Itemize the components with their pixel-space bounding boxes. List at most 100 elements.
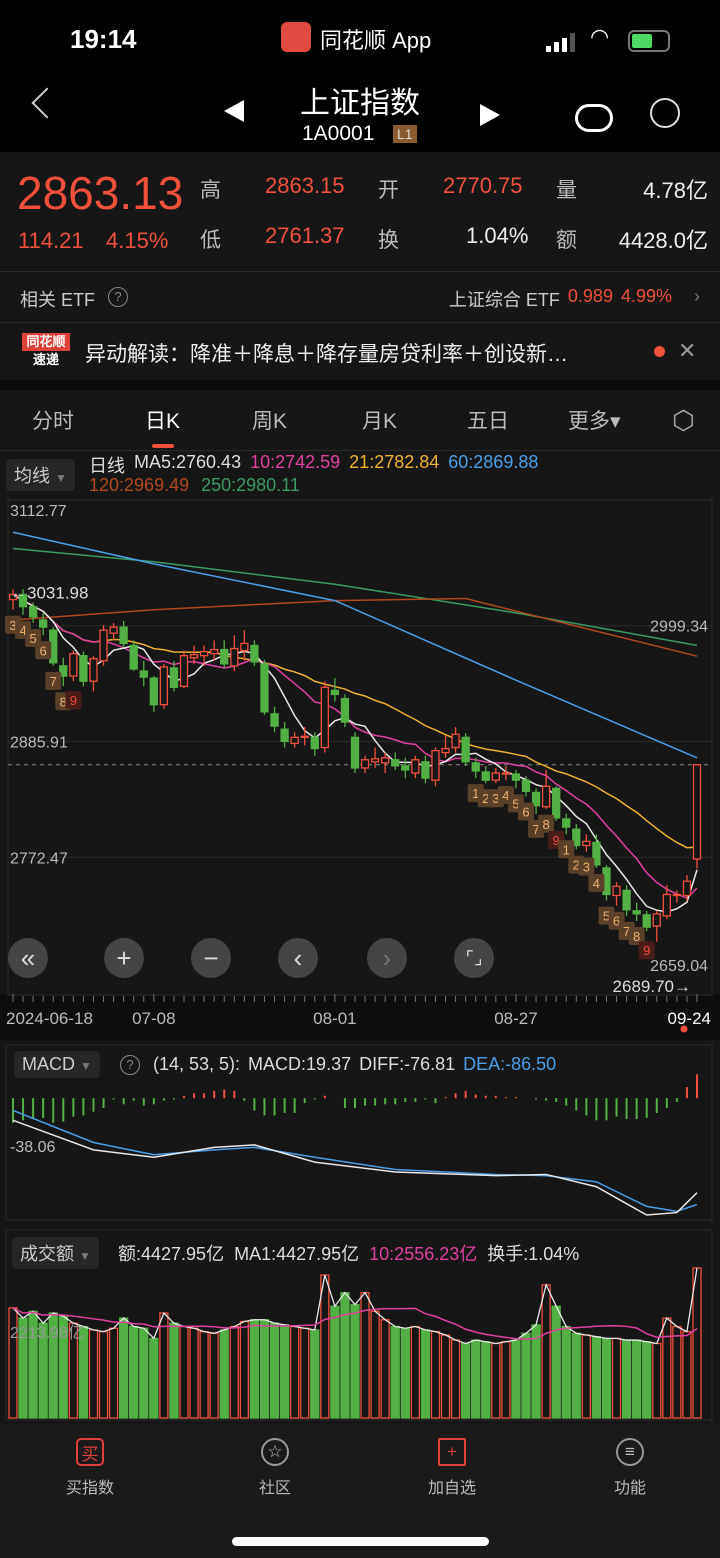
candle-up — [300, 735, 309, 738]
y-tick-label: 2772.47 — [10, 850, 68, 867]
robot-assistant-icon[interactable] — [575, 104, 613, 132]
y-tick-label: 2885.91 — [10, 734, 68, 751]
td-mark-number: 9 — [70, 693, 77, 708]
nav-label: 买指数 — [65, 1480, 114, 1497]
tab-five-day[interactable]: 五日 — [467, 410, 509, 433]
app-logo-icon — [281, 22, 311, 52]
y-tick-label: 2999.34 — [650, 619, 708, 636]
candle-up — [99, 629, 108, 662]
open-value: 2770.75 — [443, 173, 523, 198]
macd-dropdown-label: MACD — [22, 1054, 75, 1074]
macd-dropdown[interactable]: MACD ▼ — [14, 1051, 100, 1078]
nav-buy-index[interactable]: 买买指数 — [30, 1438, 150, 1498]
volume-bar-down — [310, 1329, 320, 1419]
nav-community[interactable]: ☆ 社区 — [215, 1438, 335, 1498]
volume-bar-down — [571, 1332, 581, 1419]
help-icon[interactable]: ? — [108, 287, 128, 307]
candle-up — [491, 772, 500, 781]
tab-weekly-k[interactable]: 周K — [252, 410, 288, 433]
candle-down — [139, 670, 148, 678]
candle-up — [69, 652, 78, 677]
macd-frame — [5, 1044, 713, 1221]
scroll-left-button[interactable]: ‹ — [278, 938, 318, 978]
volume-bar-down — [149, 1337, 159, 1419]
home-indicator — [232, 1537, 489, 1546]
td-mark-number: 3 — [492, 791, 499, 806]
settings-hex-icon[interactable]: ⬡ — [672, 405, 695, 435]
ma-dropdown-label: 均线 — [14, 466, 50, 486]
volume-bar-down — [169, 1322, 179, 1419]
volume-bar-down — [219, 1329, 229, 1419]
etf-row[interactable]: 上证综合 ETF 0.989 4.99% › — [449, 286, 700, 312]
date-label: 07-08 — [132, 1009, 175, 1028]
zoom-in-button[interactable]: + — [104, 938, 144, 978]
candle-down — [471, 762, 480, 772]
volume-bar-down — [460, 1342, 471, 1419]
scroll-right-button[interactable]: › — [367, 938, 407, 978]
date-label: 08-27 — [494, 1009, 537, 1028]
prev-stock-button[interactable] — [224, 100, 244, 122]
next-stock-button[interactable] — [480, 104, 500, 126]
etf-name: 上证综合 ETF — [448, 290, 560, 310]
candle-down — [521, 779, 531, 793]
news-headline[interactable]: 异动解读：降准＋降息＋降存量房贷利率＋创设新… — [85, 343, 568, 366]
nav-add-watchlist[interactable]: + 加自选 — [392, 1438, 512, 1498]
td-mark-box — [558, 840, 575, 859]
volume-bar-up — [581, 1334, 592, 1419]
high-value: 2863.15 — [265, 173, 345, 198]
y-tick-label: 3112.77 — [10, 503, 67, 520]
candle-up — [662, 893, 671, 917]
candle-down — [220, 648, 229, 665]
td-mark-number: 8 — [60, 694, 67, 709]
min-price-label: 2689.70→ — [613, 977, 691, 996]
unread-dot — [654, 346, 665, 357]
volume-bar-up — [370, 1310, 380, 1419]
fullscreen-button[interactable]: ⌜⌟ — [454, 938, 494, 978]
today-marker — [680, 1025, 688, 1033]
current-price: 2863.13 — [17, 167, 184, 219]
td-mark-number: 7 — [623, 924, 630, 939]
volume-bar-down — [129, 1325, 139, 1419]
etf-price: 0.989 — [567, 286, 613, 306]
ma10-line — [12, 593, 698, 899]
td-mark-number: 7 — [50, 674, 57, 689]
volume-bar-up — [108, 1327, 119, 1419]
ma-dropdown[interactable]: 均线 ▼ — [6, 459, 75, 491]
macd-help-icon[interactable]: ? — [120, 1055, 140, 1075]
tab-monthly-k[interactable]: 月K — [362, 410, 398, 433]
close-icon[interactable]: ✕ — [678, 338, 697, 363]
search-icon[interactable] — [650, 98, 680, 128]
macd-legend: (14, 53, 5): MACD:19.37 DIFF:-76.81 DEA:… — [153, 1054, 556, 1075]
tab-more[interactable]: 更多▾ — [568, 410, 621, 433]
zoom-out-button[interactable]: − — [191, 938, 231, 978]
volume-bar-down — [551, 1305, 561, 1419]
legend-ma250: 250:2980.11 — [201, 475, 300, 495]
volume-bar-down — [511, 1339, 521, 1419]
low-value: 2761.37 — [265, 223, 345, 248]
signal-icon — [546, 32, 576, 52]
divider — [0, 271, 720, 272]
td-mark-box — [35, 641, 52, 660]
volume-bar-up — [289, 1325, 300, 1419]
price-change-pct: 4.15% — [106, 228, 169, 253]
volume-bar-up — [662, 1317, 672, 1419]
date-label: 08-01 — [313, 1009, 356, 1028]
candle-up — [501, 772, 511, 775]
tab-intraday[interactable]: 分时 — [32, 410, 74, 433]
volume-dropdown[interactable]: 成交额 ▼ — [12, 1237, 99, 1269]
td-mark-number: 6 — [40, 643, 47, 658]
td-mark-number: 5 — [603, 909, 610, 924]
volume-value: 4.78亿 — [643, 178, 708, 203]
tab-daily-k[interactable]: 日K — [145, 410, 181, 433]
volume-bar-down — [631, 1339, 642, 1419]
date-label: 09-24 — [668, 1009, 711, 1028]
volume-bar-up — [491, 1342, 501, 1419]
td-mark-number: 9 — [553, 833, 560, 848]
related-etf-label: 相关 ETF — [20, 290, 95, 310]
nav-functions[interactable]: ≡ 功能 — [570, 1438, 690, 1498]
volume-frame — [5, 1229, 713, 1421]
collapse-left-button[interactable]: « — [8, 938, 48, 978]
y-tick-label: 2659.04 — [650, 958, 708, 975]
volume-axis-label: 2213.98亿 — [10, 1324, 84, 1342]
